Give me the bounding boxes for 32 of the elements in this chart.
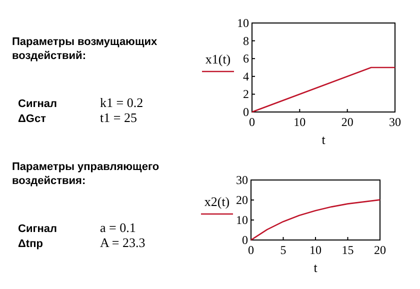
- y-tick-label: 30: [236, 173, 248, 187]
- text: k1 = 0.2: [100, 95, 144, 110]
- text: t1 = 25: [100, 110, 137, 125]
- text: Параметры управляющего воздействия:: [12, 161, 160, 187]
- line-series: [250, 199, 381, 241]
- y-tick-label: 4: [243, 69, 249, 84]
- y-tick-label: 10: [236, 213, 248, 227]
- text: A = 23.3: [100, 235, 146, 250]
- x-tick-label: 20: [374, 243, 386, 257]
- y-tick-label: 0: [243, 105, 249, 119]
- text: Δtпр: [18, 238, 44, 250]
- y-tick-label: 10: [237, 16, 249, 30]
- text: Параметры возмущающих воздействий:: [12, 36, 158, 62]
- x-tick-label: 5: [280, 243, 286, 257]
- x-tick-label: 10: [310, 243, 322, 257]
- x-tick-label: 20: [341, 115, 354, 129]
- text: a = 0.1: [100, 220, 136, 235]
- y-tick-label: 6: [243, 52, 249, 66]
- x-tick-label: 30: [389, 115, 401, 129]
- text: Сигнал: [18, 98, 58, 110]
- y-tick-label: 0: [242, 233, 248, 247]
- x-axis-title: t: [322, 132, 326, 147]
- y-tick-label: 20: [236, 193, 248, 207]
- text: ΔGст: [18, 113, 47, 125]
- y-tick-label: 2: [243, 87, 249, 102]
- x-tick-label: 15: [342, 243, 354, 257]
- x-tick-label: 10: [294, 115, 306, 129]
- text: Сигнал: [18, 223, 58, 235]
- x-axis-title: t: [314, 260, 318, 275]
- text: x2(t): [204, 194, 230, 209]
- text: x1(t): [205, 52, 231, 66]
- y-tick-label: 8: [243, 34, 249, 48]
